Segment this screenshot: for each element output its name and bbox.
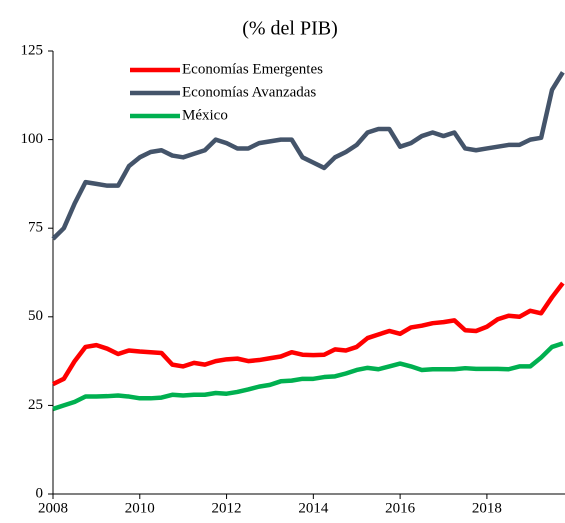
- x-tick-label: 2018: [472, 500, 502, 516]
- y-tick-label: 100: [21, 131, 44, 147]
- y-tick-label: 125: [21, 42, 44, 58]
- chart-title: (% del PIB): [242, 18, 338, 40]
- series-line: [51, 71, 565, 241]
- legend-label: Economías Avanzadas: [182, 84, 316, 100]
- x-tick-label: 2014: [298, 500, 329, 516]
- series-line: [52, 281, 565, 387]
- x-tick-label: 2012: [212, 500, 242, 516]
- series-line: [52, 341, 564, 412]
- y-tick-label: 0: [36, 485, 44, 501]
- y-tick-label: 50: [28, 308, 43, 324]
- x-tick-label: 2010: [125, 500, 155, 516]
- legend-label: Economías Emergentes: [182, 61, 323, 77]
- y-tick-label: 25: [28, 397, 43, 413]
- y-tick-label: 75: [28, 220, 43, 236]
- x-tick-label: 2016: [385, 500, 416, 516]
- x-tick-label: 2008: [38, 500, 68, 516]
- legend-label: México: [182, 107, 228, 123]
